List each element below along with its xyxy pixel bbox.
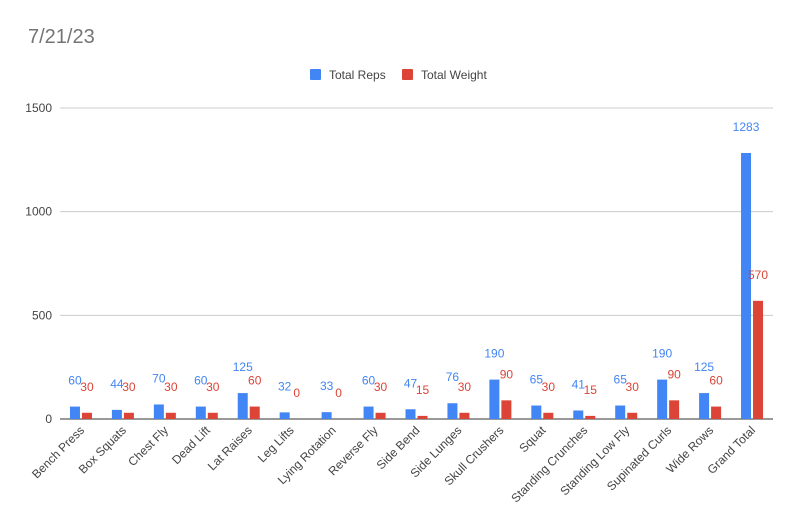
bar-total-weight [207, 412, 218, 419]
bar-total-reps [321, 412, 332, 419]
grid-lines [60, 107, 773, 420]
bar-total-reps [615, 405, 626, 419]
bar-total-reps [363, 406, 374, 419]
bar-total-reps [237, 393, 248, 419]
data-label: 15 [416, 383, 430, 397]
data-label: 60 [194, 374, 208, 388]
bar-total-reps [447, 403, 458, 419]
data-label: 1283 [733, 120, 760, 134]
bar-total-weight [375, 412, 386, 419]
data-label: 76 [446, 370, 460, 384]
x-tick-label: Leg Lifts [255, 423, 297, 465]
y-tick-label: 0 [45, 412, 52, 426]
bar-total-weight [669, 400, 680, 419]
bar-total-weight [81, 412, 92, 419]
data-label: 70 [152, 371, 166, 385]
bar-total-weight [417, 415, 428, 419]
bar-total-weight [123, 412, 134, 419]
data-label: 47 [404, 376, 418, 390]
data-label: 60 [362, 374, 376, 388]
x-tick-label: Bench Press [29, 423, 87, 481]
bar-total-reps [531, 405, 542, 419]
bar-total-reps [699, 393, 710, 419]
data-label: 190 [484, 347, 504, 361]
data-label: 125 [694, 360, 714, 374]
data-label: 30 [458, 380, 472, 394]
bar-total-weight [249, 406, 260, 419]
legend: Total Reps Total Weight [310, 68, 487, 82]
data-label: 33 [320, 379, 334, 393]
bar-total-reps [279, 412, 290, 419]
bar-total-reps [195, 406, 206, 419]
x-tick-label: Chest Fly [125, 423, 171, 469]
data-label: 125 [233, 360, 253, 374]
data-label: 570 [748, 268, 768, 282]
bar-total-weight [585, 415, 596, 419]
data-label: 30 [206, 380, 220, 394]
legend-label: Total Reps [329, 68, 386, 82]
x-tick-label: Squat [516, 423, 549, 456]
y-tick-label: 500 [32, 308, 52, 322]
legend-swatch [310, 69, 321, 80]
data-label: 30 [374, 380, 388, 394]
bar-total-reps [741, 152, 752, 419]
data-label: 90 [500, 367, 514, 381]
bar-total-weight [165, 412, 176, 419]
bar-total-reps [657, 379, 668, 419]
data-label: 15 [584, 383, 598, 397]
bar-total-weight [627, 412, 638, 419]
bars [69, 152, 764, 419]
data-label: 41 [572, 377, 586, 391]
data-label: 30 [542, 380, 556, 394]
data-label: 0 [335, 386, 342, 400]
data-label: 190 [652, 347, 672, 361]
data-label: 30 [164, 380, 178, 394]
bar-total-reps [405, 409, 416, 419]
legend-swatch [402, 69, 413, 80]
bar-total-reps [111, 409, 122, 419]
data-label: 60 [68, 374, 82, 388]
bar-total-weight [753, 300, 764, 419]
data-label: 60 [248, 374, 262, 388]
bar-total-reps [573, 410, 584, 419]
data-label: 30 [626, 380, 640, 394]
data-label: 32 [278, 379, 292, 393]
data-label: 44 [110, 377, 124, 391]
data-label: 60 [709, 374, 723, 388]
bar-total-weight [711, 406, 722, 419]
legend-label: Total Weight [421, 68, 487, 82]
bar-total-weight [501, 400, 512, 419]
data-label: 0 [293, 386, 300, 400]
x-tick-label: Standing Crunches [508, 423, 590, 505]
data-label: 30 [80, 380, 94, 394]
data-label: 30 [122, 380, 136, 394]
y-tick-label: 1500 [25, 101, 52, 115]
data-label: 65 [614, 373, 628, 387]
chart-title: 7/21/23 [28, 26, 95, 48]
bar-total-reps [153, 404, 164, 419]
x-tick-label: Lat Raises [205, 423, 255, 473]
y-tick-label: 1000 [25, 205, 52, 219]
bar-total-weight [459, 412, 470, 419]
data-label: 65 [530, 373, 544, 387]
bar-total-reps [69, 406, 80, 419]
data-label: 90 [667, 367, 681, 381]
bar-total-reps [489, 379, 500, 419]
y-axis-ticks: 0 500 1000 1500 [25, 101, 52, 426]
bar-total-weight [543, 412, 554, 419]
